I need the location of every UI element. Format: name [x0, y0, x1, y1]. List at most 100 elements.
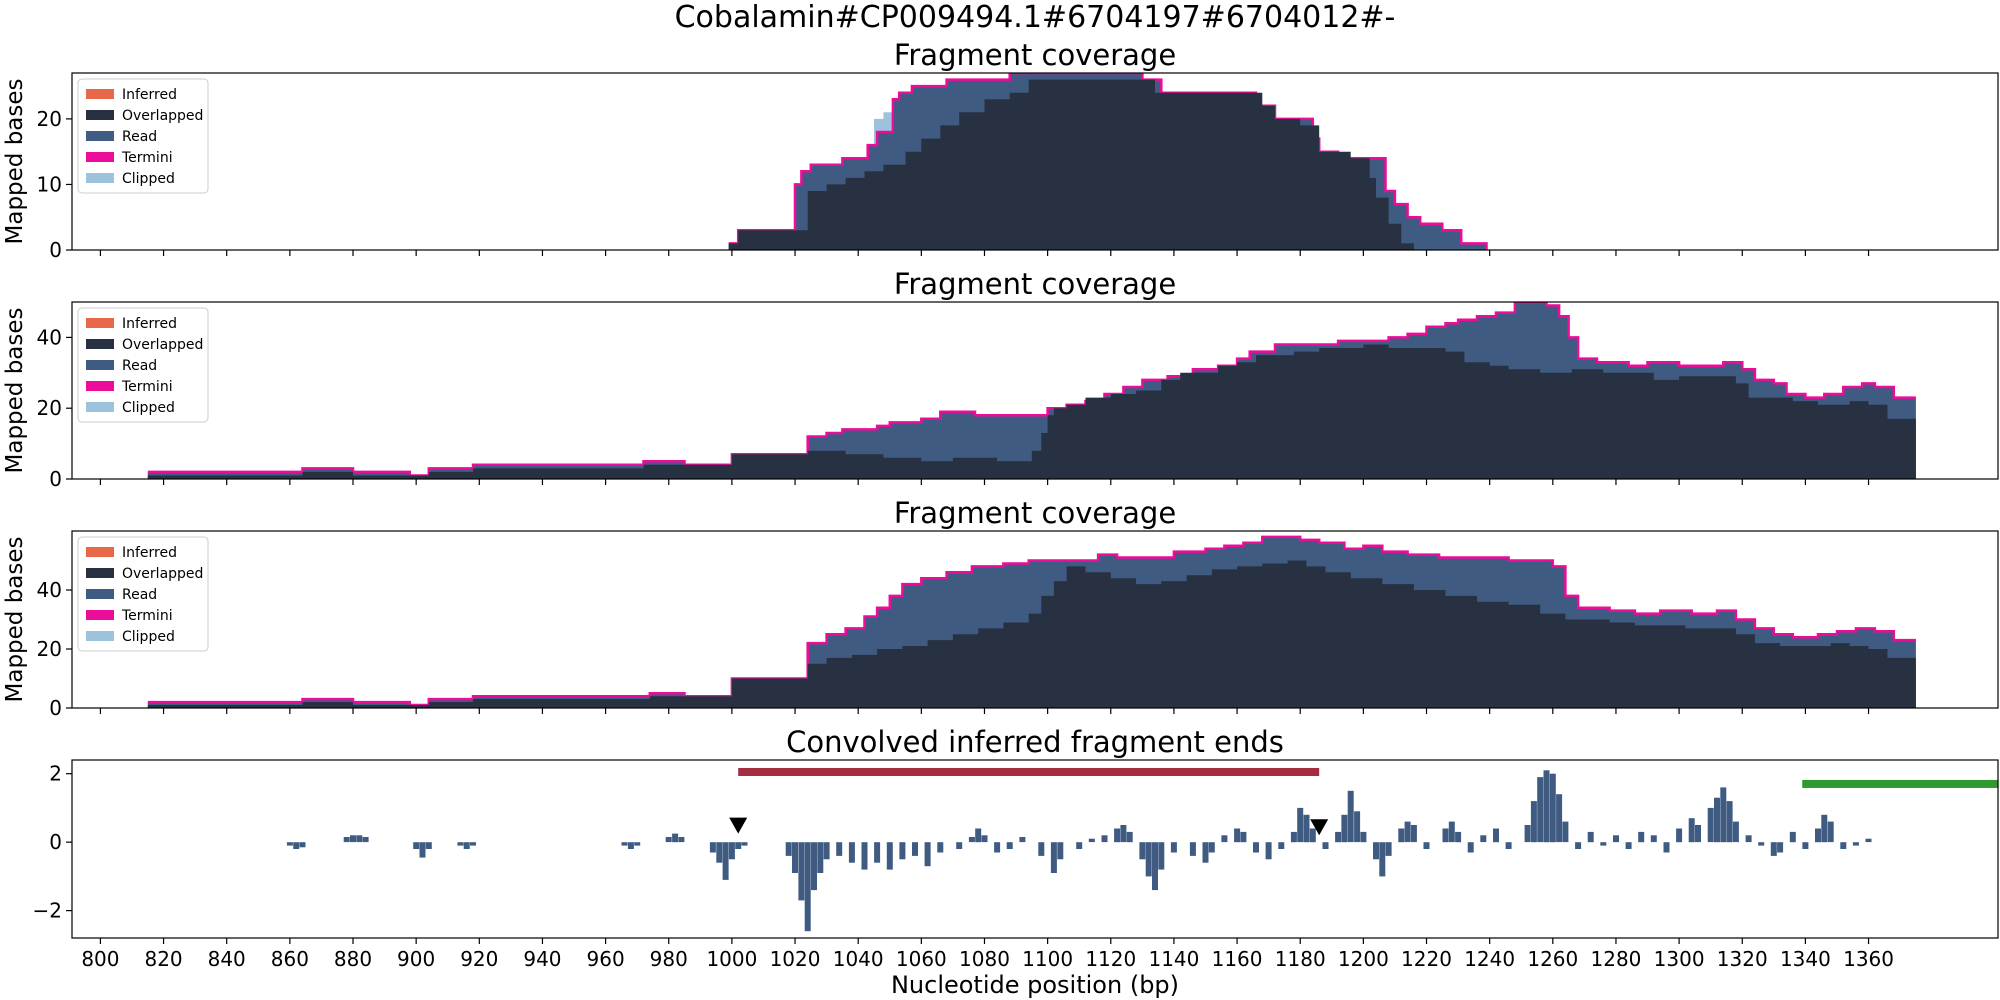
bar [1650, 835, 1657, 843]
bar [1265, 842, 1272, 860]
x-tick-label: 1200 [1338, 947, 1389, 971]
x-tick-label: 1340 [1780, 947, 1831, 971]
bar [1114, 828, 1121, 843]
bar [975, 828, 982, 843]
x-tick-label: 1180 [1275, 947, 1326, 971]
x-tick-label: 1320 [1717, 947, 1768, 971]
panel-2: Fragment coverage Inferred Overlapped Read T… [2, 267, 1999, 491]
axes-frame [71, 759, 1999, 939]
y-tick-label: 0 [49, 467, 62, 491]
figure-title: Cobalamin#CP009494.1#6704197#6704012#- [675, 0, 1396, 35]
bar [1208, 842, 1215, 853]
x-tick-label: 1360 [1843, 947, 1894, 971]
legend-box [77, 78, 209, 194]
legend-label-clipped: Clipped [122, 629, 175, 645]
x-tick-label: 1120 [1085, 947, 1136, 971]
x-tick-label: 1280 [1591, 947, 1642, 971]
bar [1322, 842, 1329, 849]
y-tick-label: 20 [37, 637, 62, 661]
y-tick-label: 20 [37, 396, 62, 420]
x-tick-label: 1000 [706, 947, 757, 971]
bar [848, 842, 855, 863]
bar [470, 842, 476, 846]
bar [1379, 842, 1386, 877]
bar [1493, 828, 1499, 843]
panel-3: Fragment coverage Inferred Overlapped Read T… [2, 496, 1999, 720]
legend-swatch-termini [86, 381, 114, 391]
legend-swatch-inferred [86, 318, 114, 328]
bar [1556, 794, 1563, 843]
bar [457, 842, 464, 846]
bar [1398, 828, 1405, 843]
bar [1404, 821, 1411, 843]
bar [1423, 842, 1430, 849]
bar [1373, 842, 1379, 860]
y-tick-label: 20 [37, 107, 62, 131]
bar [1057, 842, 1064, 860]
x-tick-label: 1240 [1464, 947, 1515, 971]
bar [1278, 842, 1285, 849]
bar [1410, 825, 1417, 843]
red-region-bar [738, 767, 1320, 776]
bar [1120, 825, 1127, 843]
x-tick-label: 1060 [896, 947, 947, 971]
bar [1865, 838, 1872, 843]
legend-swatch-overlapped [86, 339, 114, 349]
bar [1006, 842, 1013, 849]
panel-title: Fragment coverage [894, 267, 1176, 301]
bar [1354, 811, 1361, 843]
bar [1139, 842, 1146, 860]
bar [937, 842, 944, 853]
bar [1587, 831, 1594, 843]
panel-title: Fragment coverage [894, 496, 1176, 530]
legend-label-clipped: Clipped [122, 400, 175, 416]
bar [1290, 831, 1297, 843]
x-tick-label: 1300 [1654, 947, 1705, 971]
bar [1341, 814, 1348, 843]
legend-swatch-overlapped [86, 568, 114, 578]
y-tick-label: 40 [37, 325, 62, 349]
bar [1335, 831, 1342, 843]
bar [1707, 807, 1714, 843]
axes-frame [71, 530, 1999, 709]
bar [1815, 828, 1821, 843]
bar [1770, 842, 1777, 856]
plot-area [147, 302, 1916, 479]
triangle-marker [729, 817, 748, 834]
bar [1827, 821, 1834, 843]
legend-label-inferred: Inferred [122, 87, 177, 103]
x-tick-label: 800 [81, 947, 119, 971]
bar [1852, 842, 1859, 846]
bar [1695, 825, 1701, 843]
legend-swatch-read [86, 589, 114, 599]
legend-swatch-overlapped [86, 110, 114, 120]
bar [1537, 777, 1544, 843]
x-tick-label: 1140 [1148, 947, 1199, 971]
bar [1385, 842, 1392, 856]
bar [1688, 818, 1695, 843]
legend-swatch-clipped [86, 173, 114, 183]
bar [1088, 838, 1095, 843]
legend-label-termini: Termini [121, 608, 173, 624]
legend-label-overlapped: Overlapped [122, 566, 203, 582]
axes-frame [71, 301, 1999, 480]
series-termini [147, 535, 1916, 707]
x-tick-label: 900 [397, 947, 435, 971]
bar [413, 842, 420, 849]
bar [356, 835, 363, 843]
x-tick-label: 860 [271, 947, 309, 971]
panel-4: Convolved inferred fragment ends −2 0 2 800 8… [33, 725, 1999, 971]
bar [1253, 842, 1259, 853]
legend-swatch-inferred [86, 89, 114, 99]
y-axis-label: Mapped bases [2, 536, 28, 702]
bar [621, 842, 628, 846]
x-tick-label: 840 [208, 947, 246, 971]
bar [1524, 825, 1531, 843]
bar [956, 842, 963, 849]
legend-swatch-read [86, 360, 114, 370]
legend-swatch-clipped [86, 402, 114, 412]
bar [785, 842, 792, 856]
plot-area [286, 767, 1998, 932]
bar [728, 842, 735, 860]
bar [1549, 773, 1556, 843]
